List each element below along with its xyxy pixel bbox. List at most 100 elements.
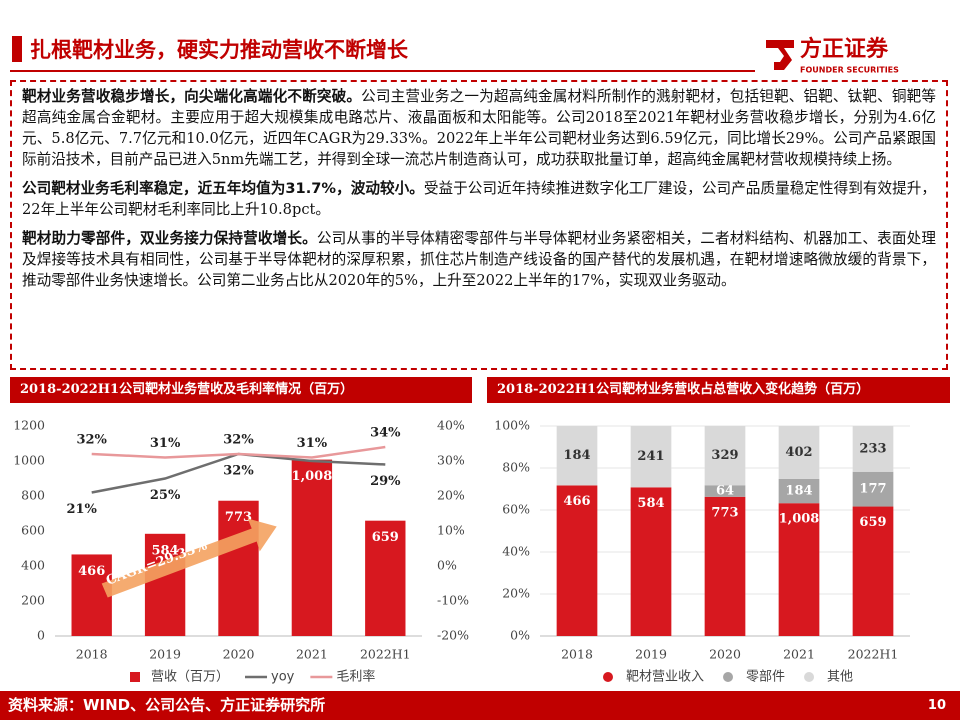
bar-segment (704, 496, 746, 636)
y2-tick-label: 0% (437, 558, 457, 573)
x-tick-label: 2020 (223, 647, 255, 662)
bar-segment (704, 485, 746, 497)
y-tick-label: 1000 (13, 453, 45, 468)
y-tick-label: 800 (21, 488, 45, 503)
legend-label: 靶材营业收入 (626, 670, 704, 685)
bar (144, 533, 186, 636)
x-tick-label: 2021 (296, 647, 328, 662)
paragraph-lead: 公司靶材业务毛利率稳定，近五年均值为31.7%，波动较小。 (22, 180, 424, 197)
cagr-arrow (101, 518, 277, 598)
bar (291, 459, 333, 636)
chart: 0% 20% 40% 60% 80% 100% 2018 2019 2020 2021 2022H1… (494, 418, 910, 685)
bar-label: 184 (785, 484, 812, 499)
y-tick-label: 80% (502, 460, 530, 475)
bar-label: 584 (152, 543, 179, 558)
line-label: 32% (223, 464, 254, 479)
x-tick-label: 2022H1 (848, 647, 899, 662)
legend-swatch (130, 672, 140, 682)
bar-label: 1,008 (779, 512, 820, 527)
bar-segment (630, 487, 672, 636)
y-tick-label: 40% (502, 544, 530, 559)
x-tick-label: 2018 (561, 647, 593, 662)
y2-tick-label: -20% (437, 628, 469, 643)
x-tick-label: 2019 (149, 647, 181, 662)
bar-segment (778, 503, 820, 636)
y2-tick-label: 20% (437, 488, 465, 503)
line (91, 445, 386, 459)
bar-label: 233 (859, 441, 886, 456)
paragraph-body: 公司从事的半导体精密零部件与半导体靶材业务紧密相关，二者材料结构、机器加工、表面… (22, 230, 936, 289)
legend-label: yoy (271, 670, 295, 685)
y-tick-label: 600 (21, 523, 45, 538)
footer: 资料来源：WIND、公司公告、方正证券研究所 10 (0, 691, 960, 720)
bar-label: 659 (859, 515, 886, 530)
y2-tick-label: 40% (437, 418, 465, 433)
logo-subtext: FOUNDER SECURITIES (800, 66, 899, 75)
line-label: 31% (150, 436, 181, 451)
logo-mark (766, 40, 794, 70)
logo: 方正证券 FOUNDER SECURITIES (766, 36, 899, 75)
bar-label: 584 (637, 496, 664, 511)
legend-label: 零部件 (746, 670, 785, 685)
x-tick-label: 2022H1 (360, 647, 411, 662)
y2-tick-label: -10% (437, 593, 469, 608)
legend-label: 其他 (827, 670, 853, 685)
line-label: 29% (370, 474, 401, 489)
bar-label: 177 (859, 482, 886, 497)
bar-label: 184 (563, 448, 590, 463)
source: 资料来源：WIND、公司公告、方正证券研究所 (8, 696, 326, 714)
y2-tick-label: 10% (437, 523, 465, 538)
bar-segment (556, 485, 598, 636)
bar-segment (556, 426, 598, 486)
bar-segment (852, 471, 894, 507)
x-tick-label: 2021 (783, 647, 815, 662)
paragraph: 公司靶材业务毛利率稳定，近五年均值为31.7%，波动较小。受益于公司近年持续推进… (22, 178, 936, 220)
chart-title: 2018-2022H1公司靶材业务营收及毛利率情况（百万） (10, 377, 472, 403)
bar-label: 1,008 (292, 469, 333, 484)
legend-label: 毛利率 (336, 669, 375, 685)
paragraph-body: 受益于公司近年持续推进数字化工厂建设，公司产品质量稳定性得到有效提升，22年上半… (22, 180, 936, 218)
line-label: 31% (297, 436, 328, 451)
x-tick-label: 2020 (709, 647, 741, 662)
y-tick-label: 60% (502, 502, 530, 517)
y-tick-label: 20% (502, 586, 530, 601)
bar-label: 466 (78, 564, 105, 579)
page-number: 10 (927, 698, 946, 713)
y-tick-label: 0% (510, 628, 530, 643)
y-tick-label: 200 (21, 593, 45, 608)
legend-swatch (603, 672, 613, 682)
y-tick-label: 400 (21, 558, 45, 573)
paragraph: 靶材助力零部件，双业务接力保持营收增长。公司从事的半导体精密零部件与半导体靶材业… (22, 228, 936, 291)
title-bar (12, 36, 22, 62)
chart: 0 200 400 600 800 1000 1200 -20% -10% 0% 10% 20% 30%… (13, 418, 469, 685)
legend-swatch (804, 672, 815, 682)
bar-label: 241 (637, 449, 664, 464)
page-title: 扎根靶材业务，硬实力推动营收不断增长 (30, 38, 408, 62)
line-label: 25% (150, 488, 181, 503)
line-label: 32% (76, 433, 107, 448)
bar-label: 659 (372, 530, 399, 545)
bar-label: 64 (716, 484, 734, 499)
line-label: 32% (223, 433, 254, 448)
title-rule (10, 70, 755, 72)
bar-label: 773 (225, 510, 252, 525)
bar-label: 466 (563, 494, 590, 509)
legend-swatch (723, 672, 734, 682)
line-label: 34% (370, 426, 401, 441)
logo-text: 方正证券 (800, 36, 889, 62)
bar-segment (778, 426, 820, 479)
paragraph-body: 公司主营业务之一为超高纯金属材料所制作的溅射靶材，包括钽靶、铝靶、钛靶、铜靶等超… (22, 88, 936, 168)
y-tick-label: 100% (494, 418, 530, 433)
x-tick-label: 2019 (635, 647, 667, 662)
bar-label: 773 (711, 505, 738, 520)
bar-segment (852, 426, 894, 472)
y-tick-label: 0 (37, 628, 45, 643)
y-tick-label: 1200 (13, 418, 45, 433)
bar-segment (630, 426, 672, 488)
chart-title: 2018-2022H1公司靶材业务营收占总营收入变化趋势（百万） (487, 377, 950, 403)
legend-label: 营收（百万） (151, 670, 229, 685)
bar (365, 520, 406, 636)
line-label: 21% (66, 502, 97, 517)
paragraph-lead: 靶材助力零部件，双业务接力保持营收增长。 (22, 230, 317, 247)
